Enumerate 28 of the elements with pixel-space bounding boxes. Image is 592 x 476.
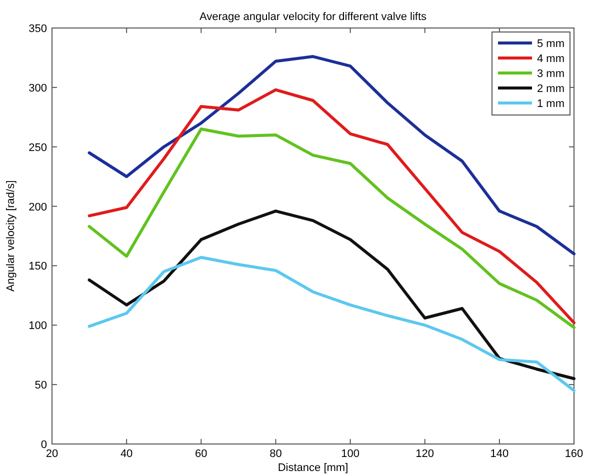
legend-label: 2 mm (537, 83, 564, 95)
x-tick-label: 140 (490, 448, 509, 460)
line-series (88, 256, 576, 392)
y-tick-label: 50 (34, 380, 47, 392)
legend-label: 1 mm (537, 98, 564, 110)
chart-title: Average angular velocity for different valve lifts (199, 11, 428, 23)
y-tick-label: 200 (28, 201, 47, 214)
line-series (88, 55, 576, 256)
y-tick-label: 100 (28, 320, 47, 332)
y-tick-label: 150 (28, 260, 47, 273)
x-tick-label: 100 (341, 448, 360, 460)
x-tick-label: 160 (564, 448, 584, 460)
line-series (88, 128, 576, 330)
y-tick-label: 0 (40, 439, 47, 451)
x-tick-label: 20 (46, 448, 58, 460)
x-tick-label: 60 (195, 448, 208, 460)
x-tick-label: 40 (120, 448, 133, 460)
y-tick-label: 250 (28, 142, 47, 154)
x-tick-label: 120 (416, 448, 434, 460)
y-tick-label: 350 (28, 23, 47, 35)
x-tick-label: 80 (270, 448, 282, 460)
legend-label: 4 mm (537, 53, 564, 65)
line-series (88, 210, 576, 380)
y-tick-label: 300 (28, 82, 47, 94)
legend-label: 5 mm (537, 38, 564, 50)
y-axis-title: Angular velocity [rad/s] (5, 180, 17, 292)
legend-label: 3 mm (537, 68, 564, 80)
x-axis-title: Distance [mm] (278, 462, 348, 474)
